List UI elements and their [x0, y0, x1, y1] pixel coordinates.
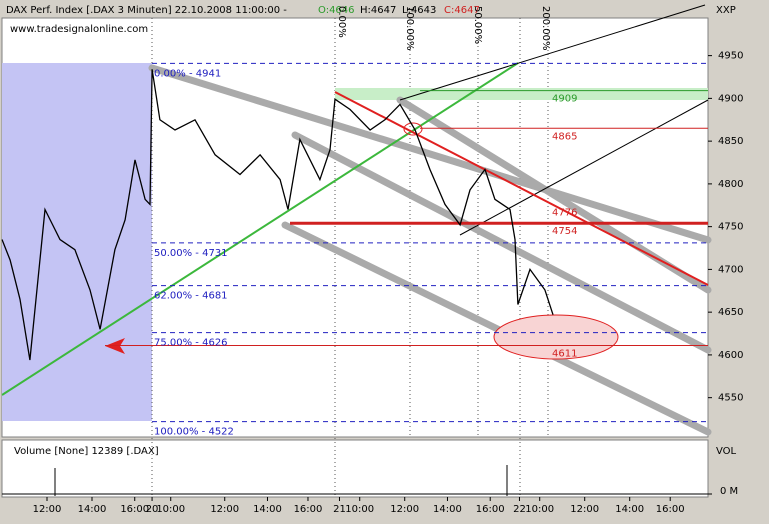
- x-tick-label: 12:00: [390, 504, 419, 515]
- x-tick-label: 16:00: [656, 504, 685, 515]
- panel-label: XXP: [716, 5, 736, 16]
- y-tick-label: 4550: [718, 393, 743, 404]
- ohlc-label: C:4647: [444, 5, 480, 16]
- fib-label: 100.00% - 4522: [154, 427, 234, 438]
- x-tick-label: 21: [333, 504, 346, 515]
- time-fib-label: 200.00%: [540, 6, 551, 51]
- price-level-label: 4776: [552, 207, 577, 218]
- x-tick-label: 16:00: [476, 504, 505, 515]
- ohlc-label: H:4647: [360, 5, 396, 16]
- time-fib-label: 50.00%: [472, 6, 483, 44]
- target-zone: [493, 314, 619, 360]
- x-tick-label: 16:00: [294, 504, 323, 515]
- y-tick-label: 4800: [718, 179, 743, 190]
- price-level-label: 4611: [552, 349, 577, 360]
- x-tick-label: 14:00: [78, 504, 107, 515]
- channel: [291, 131, 712, 354]
- resistance-line: [334, 91, 709, 286]
- chart-title: DAX Perf. Index [.DAX 3 Minuten] 22.10.2…: [6, 5, 287, 16]
- price-level-label: 4754: [552, 226, 577, 237]
- y-tick-label: 4650: [718, 307, 743, 318]
- x-tick-label: 20: [146, 504, 159, 515]
- trend-line: [1, 62, 519, 396]
- shaded-range: [2, 63, 152, 421]
- y-tick-label: 4900: [718, 93, 743, 104]
- y-tick-label: 4750: [718, 222, 743, 233]
- marker: [403, 122, 423, 136]
- x-tick-label: 10:00: [525, 504, 554, 515]
- fib-label: 62.00% - 4681: [154, 291, 228, 302]
- x-tick-label: 10:00: [345, 504, 374, 515]
- price-line: [1, 69, 554, 361]
- fib-label: 50.00% - 4731: [154, 248, 228, 259]
- fib-label: 0.00% - 4941: [154, 68, 221, 79]
- fib-label: 75.00% - 4626: [154, 338, 228, 349]
- x-tick-label: 12:00: [210, 504, 239, 515]
- price-level-label: 4909: [552, 94, 577, 105]
- y-tick-label: 4850: [718, 136, 743, 147]
- x-tick-label: 14:00: [615, 504, 644, 515]
- y-tick-label: 4600: [718, 350, 743, 361]
- x-tick-label: 12:00: [570, 504, 599, 515]
- channel: [148, 64, 712, 244]
- price-level-label: 4865: [552, 131, 577, 142]
- time-fib-label: 100.00%: [404, 6, 415, 51]
- x-tick-label: 14:00: [433, 504, 462, 515]
- trend-line: [459, 99, 709, 236]
- x-tick-label: 14:00: [253, 504, 282, 515]
- volume-legend: Volume [None] 12389 [.DAX]: [14, 446, 159, 457]
- green-zone: [335, 88, 708, 100]
- x-tick-label: 10:00: [156, 504, 185, 515]
- y-tick-label: 4700: [718, 264, 743, 275]
- volume-tick-label: 0 M: [720, 486, 738, 497]
- time-fib-label: 0.00%: [336, 6, 347, 38]
- y-tick-label: 4950: [718, 51, 743, 62]
- ohlc-label: L:4643: [402, 5, 436, 16]
- x-tick-label: 16:00: [120, 504, 149, 515]
- volume-panel: [1, 439, 709, 498]
- channel: [281, 221, 712, 436]
- trend-line: [399, 4, 706, 101]
- subtitle: www.tradesignalonline.com: [10, 24, 148, 35]
- x-tick-label: 22: [513, 504, 526, 515]
- ohlc-label: O:4646: [318, 5, 355, 16]
- x-tick-label: 12:00: [33, 504, 62, 515]
- volume-axis-label: VOL: [716, 446, 737, 457]
